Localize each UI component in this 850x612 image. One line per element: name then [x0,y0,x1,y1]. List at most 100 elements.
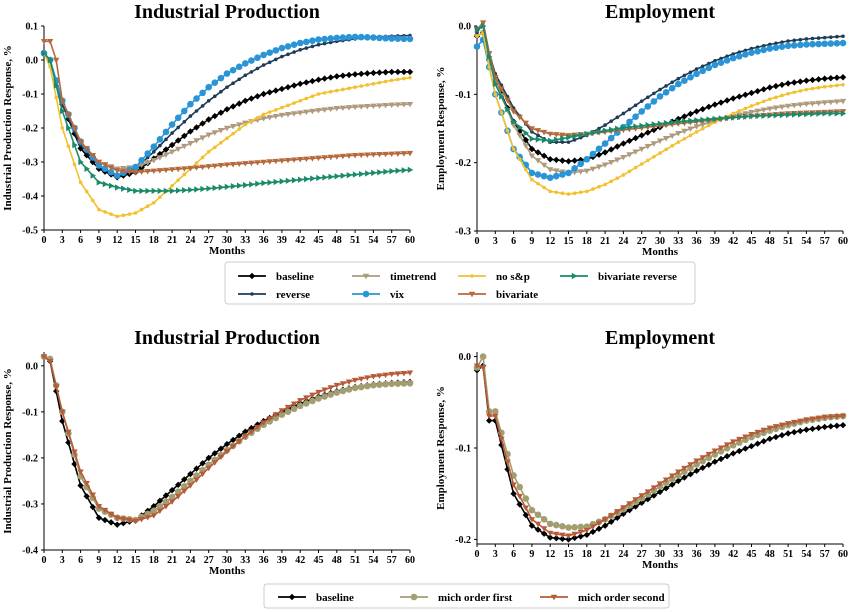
data-point [615,115,620,120]
data-point [668,84,676,92]
data-point [699,455,706,461]
data-point [242,161,249,167]
data-point [260,51,267,59]
data-point [370,103,377,110]
data-point [316,42,321,47]
data-point [224,183,231,191]
y-tick-label: 0.0 [459,352,472,363]
data-point [601,522,609,529]
data-point [748,89,755,97]
data-point [66,124,72,132]
data-point [217,445,225,452]
data-point [829,35,833,39]
data-point [620,140,627,147]
data-point [772,424,780,430]
data-point [785,111,792,119]
data-point [388,35,396,42]
data-point [284,408,292,416]
data-point [303,109,310,116]
data-point [730,95,737,102]
data-point [644,489,651,495]
data-point [687,464,694,472]
data-point [809,40,816,48]
x-tick-label: 21 [600,236,610,247]
data-point [284,112,292,118]
data-point [705,64,713,72]
data-point [351,377,359,384]
data-point [571,169,578,176]
data-point [194,186,200,193]
y-tick-label: -0.2 [22,124,38,135]
chart-title: Employment [605,327,715,349]
data-point [97,207,101,212]
data-point [602,127,609,134]
data-point [351,33,359,41]
legend-swatch-marker [362,273,370,280]
data-point [711,61,719,69]
data-point [211,460,218,466]
data-point [200,104,205,108]
data-point [408,75,412,80]
data-point [345,386,353,393]
data-point [730,114,737,121]
data-point [565,169,572,177]
data-point [596,128,603,135]
data-point [719,56,723,61]
data-point [353,85,357,89]
data-point [158,143,162,148]
data-point [47,56,54,64]
data-point [632,503,639,510]
data-point [632,497,639,503]
data-point [358,70,365,78]
data-point [517,124,523,131]
data-point [113,172,121,179]
data-point [278,408,286,414]
data-point [156,168,164,174]
data-point [150,513,157,519]
data-point [206,185,212,192]
y-tick-label: 0.0 [26,56,39,67]
data-point [249,70,254,74]
data-point [371,82,376,86]
data-point [66,144,71,148]
data-point [516,114,523,121]
data-point [528,126,536,132]
data-point [839,413,847,420]
data-point [473,363,481,369]
data-point [333,73,340,80]
y-tick-label: -0.2 [22,453,38,464]
data-point [127,186,133,193]
data-point [284,404,292,411]
x-tick-label: 27 [204,235,214,246]
data-point [321,107,328,113]
data-point [194,161,199,165]
data-point [90,172,96,179]
data-point [187,483,194,489]
data-point [211,450,218,457]
data-point [656,93,664,100]
data-point [791,428,798,436]
data-point [255,180,261,187]
data-point [798,89,803,93]
data-point [127,212,132,216]
x-tick-label: 36 [692,549,702,560]
data-point [809,425,816,432]
data-point [749,104,754,108]
data-point [560,191,565,195]
data-point [571,523,578,531]
data-point [120,165,127,172]
data-point [267,60,272,65]
data-point [168,486,176,494]
data-point [700,126,705,131]
data-point [675,80,682,88]
x-tick-label: 21 [167,555,177,566]
legend-label: bivariate [496,289,538,301]
data-point [65,429,72,436]
data-point [736,52,743,60]
data-point [809,76,816,84]
data-point [633,103,638,108]
data-point [524,167,528,172]
data-point [711,101,719,108]
data-point [663,119,670,127]
